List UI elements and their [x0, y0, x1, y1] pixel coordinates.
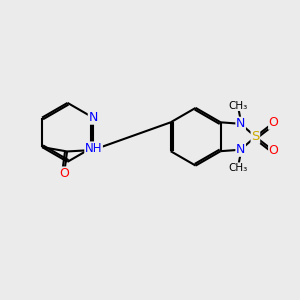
Text: CH₃: CH₃: [229, 100, 248, 110]
Text: O: O: [269, 116, 279, 129]
Text: O: O: [59, 167, 69, 180]
Text: CH₃: CH₃: [229, 163, 248, 173]
Text: NH: NH: [85, 142, 102, 155]
Text: N: N: [236, 143, 245, 156]
Text: N: N: [88, 111, 98, 124]
Text: S: S: [251, 130, 260, 143]
Text: N: N: [236, 117, 245, 130]
Text: O: O: [269, 144, 279, 158]
